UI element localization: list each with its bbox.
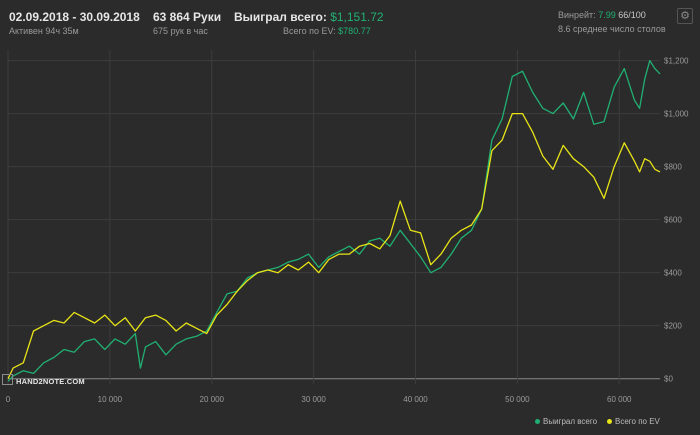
hands-rate: 675 рук в час [153, 26, 208, 36]
x-tick-label: 10 000 [98, 395, 123, 404]
total-won-label: Выиграл всего: [234, 10, 327, 24]
y-axis-ticks: $0 $200 $400 $600 $800 $1,000 $1,200 [664, 57, 689, 384]
legend-ev-label: Всего по EV [615, 417, 660, 426]
y-tick-label: $1,000 [664, 110, 689, 119]
y-tick-label: $1,200 [664, 57, 689, 66]
gear-icon[interactable]: ⚙ [677, 8, 693, 24]
chart-lines [7, 59, 661, 382]
total-won: Выиграл всего: $1,151.72 [234, 10, 384, 24]
y-tick-label: $600 [664, 216, 682, 225]
winrate: Винрейт: 7.99 66/100 [558, 10, 646, 20]
hand2note-logo-icon [2, 374, 13, 385]
series-line-won [7, 59, 661, 382]
active-time: Активен 94ч 35м [9, 26, 79, 36]
y-tick-label: $200 [664, 322, 682, 331]
total-won-value: $1,151.72 [330, 10, 384, 24]
x-tick-label: 30 000 [301, 395, 326, 404]
winrate-wins: 66/100 [618, 10, 646, 20]
series-line-ev [7, 112, 661, 379]
total-ev-label: Всего по EV: [283, 26, 336, 36]
x-tick-label: 50 000 [505, 395, 530, 404]
legend-won[interactable]: Выиграл всего [535, 417, 597, 426]
y-tick-label: $0 [664, 375, 673, 384]
logo-text: HAND2NOTE.COM [16, 377, 85, 386]
y-tick-label: $800 [664, 163, 682, 172]
x-tick-label: 60 000 [607, 395, 632, 404]
legend-won-dot [535, 419, 540, 425]
x-tick-label: 0 [6, 395, 11, 404]
winrate-label: Винрейт: [558, 10, 596, 20]
chart-grid [7, 50, 660, 384]
legend-won-label: Выиграл всего [543, 417, 598, 426]
total-ev: Всего по EV: $780.77 [283, 26, 371, 36]
total-ev-value: $780.77 [338, 26, 371, 36]
avg-tables: 8.6 среднее число столов [558, 24, 666, 34]
x-axis-ticks: 0 10 000 20 000 30 000 40 000 50 000 60 000 [6, 395, 632, 404]
date-range[interactable]: 02.09.2018 - 30.09.2018 [9, 10, 140, 24]
x-tick-label: 40 000 [403, 395, 428, 404]
winrate-value: 7.99 [598, 10, 616, 20]
legend-ev-dot [607, 419, 612, 425]
y-tick-label: $400 [664, 269, 682, 278]
legend-ev[interactable]: Всего по EV [607, 417, 660, 426]
x-tick-label: 20 000 [200, 395, 225, 404]
stats-header: 02.09.2018 - 30.09.2018 Активен 94ч 35м … [0, 0, 700, 52]
hands-count: 63 864 Руки [153, 10, 222, 24]
